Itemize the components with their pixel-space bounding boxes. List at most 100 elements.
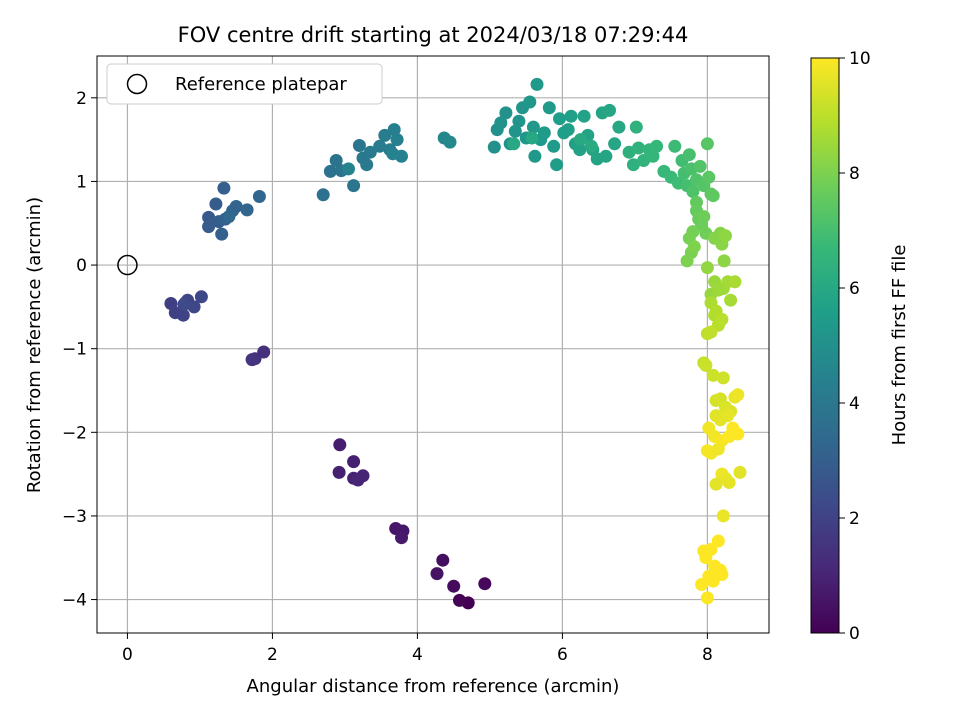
data-point: [526, 120, 540, 134]
y-tick-label: 1: [76, 172, 87, 192]
data-point: [316, 188, 330, 202]
data-point: [561, 123, 575, 137]
data-point: [323, 164, 337, 178]
data-point: [612, 120, 626, 134]
colorbar-tick-label: 0: [849, 624, 860, 644]
data-point: [603, 103, 616, 117]
data-point: [387, 123, 401, 137]
data-point: [716, 509, 730, 523]
data-point: [584, 139, 598, 153]
y-tick-label: −1: [62, 340, 87, 360]
data-point: [711, 534, 725, 548]
data-point: [453, 593, 466, 607]
data-point: [329, 154, 343, 167]
data-point: [525, 131, 539, 145]
data-point: [553, 112, 566, 126]
legend-marker-icon: [126, 73, 148, 95]
colorbar-tick-label: 2: [849, 509, 860, 529]
data-point: [194, 290, 208, 304]
data-point: [687, 240, 701, 254]
x-axis-label: Angular distance from reference (arcmin): [247, 676, 620, 697]
data-point: [700, 261, 714, 275]
data-point: [332, 465, 346, 479]
data-point: [390, 133, 404, 147]
legend-box: [106, 63, 383, 105]
data-point: [680, 254, 694, 268]
data-point: [686, 185, 700, 198]
data-point: [706, 189, 720, 203]
legend-entry: Reference platepar: [175, 74, 347, 95]
data-point: [699, 358, 713, 372]
data-point: [717, 254, 731, 268]
data-point: [347, 179, 361, 193]
data-point: [386, 147, 400, 161]
data-point: [731, 427, 745, 441]
x-tick-label: 4: [412, 645, 423, 665]
data-point: [373, 139, 387, 153]
reference-platepar-marker: [117, 254, 138, 276]
colorbar-ticks: 0 2 4 6 8 10: [839, 49, 871, 644]
data-point: [608, 137, 622, 151]
data-point: [378, 128, 392, 142]
data-point: [704, 542, 718, 556]
data-point: [363, 145, 377, 159]
data-point: [530, 77, 544, 91]
data-point: [245, 353, 259, 367]
data-point: [564, 109, 578, 123]
plot-background: [97, 56, 769, 633]
data-point: [668, 139, 682, 153]
data-point: [222, 210, 236, 224]
data-point: [626, 158, 640, 172]
data-point: [240, 203, 254, 217]
data-point: [577, 109, 591, 123]
data-point: [177, 297, 191, 311]
y-axis-label: Rotation from reference (arcmin): [24, 197, 45, 493]
data-point: [347, 455, 361, 469]
data-point: [537, 126, 551, 140]
data-point: [342, 162, 355, 176]
data-point: [706, 368, 720, 382]
data-point: [494, 116, 508, 130]
data-point: [706, 574, 720, 588]
data-point: [209, 197, 223, 211]
data-point: [443, 135, 457, 149]
colorbar-tick-label: 8: [849, 164, 860, 184]
data-point: [719, 229, 732, 243]
x-tick-label: 8: [702, 645, 713, 665]
data-point: [447, 579, 461, 593]
x-tick-label: 6: [557, 645, 568, 665]
data-point: [700, 137, 714, 151]
data-point: [507, 137, 521, 151]
x-tick-label: 2: [267, 645, 278, 665]
data-point: [697, 210, 711, 224]
data-point: [573, 143, 587, 157]
data-point: [176, 308, 190, 322]
data-point: [629, 120, 643, 134]
data-point: [599, 149, 613, 163]
data-point: [430, 567, 444, 581]
data-point: [187, 300, 201, 314]
data-point: [724, 293, 738, 307]
colorbar-tick-label: 10: [849, 49, 871, 69]
y-tick-label: −2: [62, 423, 87, 443]
data-point: [499, 106, 513, 120]
colorbar-tick-label: 6: [849, 279, 860, 299]
data-point: [646, 149, 660, 163]
data-point: [547, 139, 561, 153]
x-axis-ticks: 0 2 4 6 8: [122, 633, 713, 665]
data-point: [715, 312, 729, 326]
data-point: [709, 477, 723, 491]
data-point: [711, 442, 725, 456]
data-point: [704, 325, 718, 339]
data-point: [700, 591, 714, 605]
y-axis-ticks: −4 −3 −2 −1 0 1 2: [62, 89, 97, 611]
data-point: [702, 170, 716, 184]
data-point: [574, 133, 587, 147]
data-point: [550, 158, 564, 172]
data-point: [512, 114, 526, 128]
x-tick-label: 0: [122, 645, 133, 665]
legend: Reference platepar: [106, 63, 383, 105]
data-point: [487, 140, 501, 154]
data-point: [722, 476, 736, 489]
data-point: [395, 531, 408, 545]
